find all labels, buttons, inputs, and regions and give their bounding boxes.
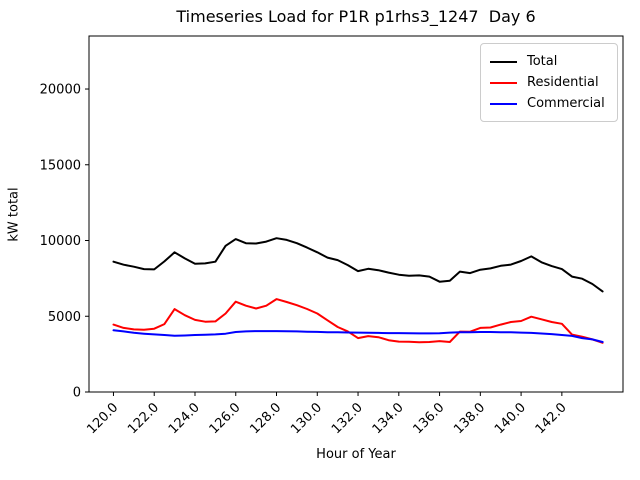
x-tick-label: 136.0 <box>410 400 447 437</box>
legend-label: Residential <box>527 75 599 90</box>
x-tick-label: 132.0 <box>329 400 366 437</box>
y-tick-label: 10000 <box>40 234 81 249</box>
y-tick-label: 0 <box>73 386 81 401</box>
residential-line-swatch <box>490 81 517 84</box>
total-line <box>112 237 604 293</box>
x-tick-label: 138.0 <box>451 400 488 437</box>
y-tick-label: 20000 <box>40 83 81 98</box>
x-tick-label: 134.0 <box>370 400 407 437</box>
residential-line <box>112 298 604 344</box>
x-tick-label: 140.0 <box>492 400 529 437</box>
axes-frame <box>88 35 624 393</box>
y-axis-label: kW total <box>6 187 22 242</box>
commercial-line <box>112 329 604 343</box>
chart-title: Timeseries Load for P1R p1rhs3_1247 Day … <box>176 7 536 26</box>
x-tick-label: 128.0 <box>247 400 284 437</box>
total-line-swatch <box>490 60 517 63</box>
legend-label: Total <box>527 54 558 69</box>
x-tick-label: 142.0 <box>533 400 570 437</box>
legend: Total Residential Commercial <box>480 43 618 122</box>
legend-item-commercial: Commercial <box>490 93 608 114</box>
legend-label: Commercial <box>527 96 605 111</box>
legend-item-total: Total <box>490 51 608 72</box>
x-tick-label: 120.0 <box>84 400 121 437</box>
x-tick-label: 130.0 <box>288 400 325 437</box>
y-tick-label: 5000 <box>48 310 81 325</box>
x-axis-label: Hour of Year <box>316 447 396 462</box>
x-tick-label: 122.0 <box>125 400 162 437</box>
legend-item-residential: Residential <box>490 72 608 93</box>
x-tick-label: 126.0 <box>207 400 244 437</box>
x-tick-label: 124.0 <box>166 400 203 437</box>
y-tick-label: 15000 <box>40 158 81 173</box>
commercial-line-swatch <box>490 102 517 105</box>
